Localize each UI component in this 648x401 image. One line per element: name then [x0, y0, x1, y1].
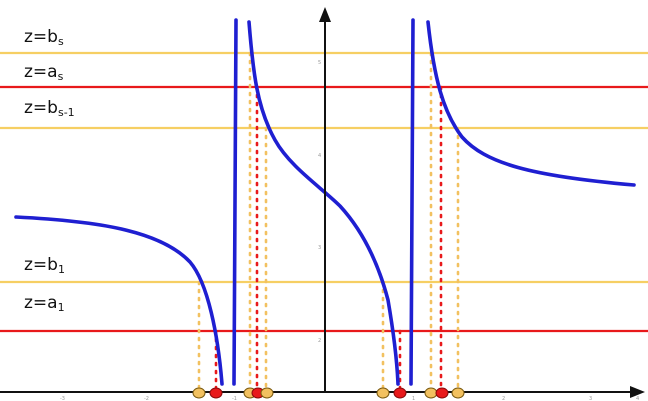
marker-bs-right	[424, 387, 438, 399]
x-tick-label: -2	[144, 396, 149, 401]
curve-pole-line-2	[409, 18, 415, 386]
y-tick-label: 5	[318, 60, 321, 66]
y-tick-label: 3	[318, 245, 321, 251]
label-a-1: z=a1	[24, 293, 65, 314]
x-tick-label: 4	[636, 396, 639, 401]
marker-bs1-left	[260, 387, 274, 399]
y-tick-label: 2	[318, 338, 321, 344]
curve-branch-left	[14, 215, 224, 386]
marker-b1-right	[376, 387, 390, 399]
y-tick-label: 4	[318, 153, 321, 159]
curve-branch-right	[426, 20, 636, 187]
label-b-s-sub: s	[57, 35, 64, 48]
label-b-s-1: z=bs-1	[24, 98, 75, 119]
label-b-1: z=b1	[24, 255, 65, 276]
label-b-s-prefix: z=b	[24, 27, 58, 47]
label-a-s-sub: s	[57, 70, 64, 83]
axis-markers	[192, 387, 465, 399]
function-curve	[14, 18, 636, 386]
label-a-1-sub: 1	[57, 301, 65, 314]
marker-a1-right	[393, 387, 407, 399]
x-tick-label: -3	[60, 396, 65, 401]
x-tick-label: 2	[502, 396, 505, 401]
label-b-1-prefix: z=b	[24, 255, 58, 275]
label-a-s: z=as	[24, 62, 64, 83]
marker-bs1-right	[451, 387, 465, 399]
axes	[0, 7, 645, 398]
label-b-s-1-sub: s-1	[57, 106, 75, 119]
label-a-s-prefix: z=a	[24, 62, 58, 82]
tick-labels: -3 -2 -1 1 2 3 4 2 3 4 5	[60, 60, 639, 401]
y-axis-arrow	[319, 7, 331, 22]
curve-branch-middle	[247, 20, 400, 386]
x-tick-label: 1	[412, 396, 415, 401]
marker-b1-left	[192, 387, 206, 399]
x-tick-label: 3	[589, 396, 592, 401]
label-b-1-sub: 1	[57, 263, 65, 276]
marker-as-right	[435, 387, 449, 399]
curve-pole-line-1	[232, 18, 238, 386]
x-tick-label: -1	[232, 396, 237, 401]
x-axis-arrow	[630, 386, 645, 398]
projection-lines	[197, 51, 460, 394]
label-b-s: z=bs	[24, 27, 64, 48]
marker-a1-left	[209, 387, 223, 399]
label-a-1-prefix: z=a	[24, 293, 58, 313]
label-b-s-1-prefix: z=b	[24, 98, 58, 118]
